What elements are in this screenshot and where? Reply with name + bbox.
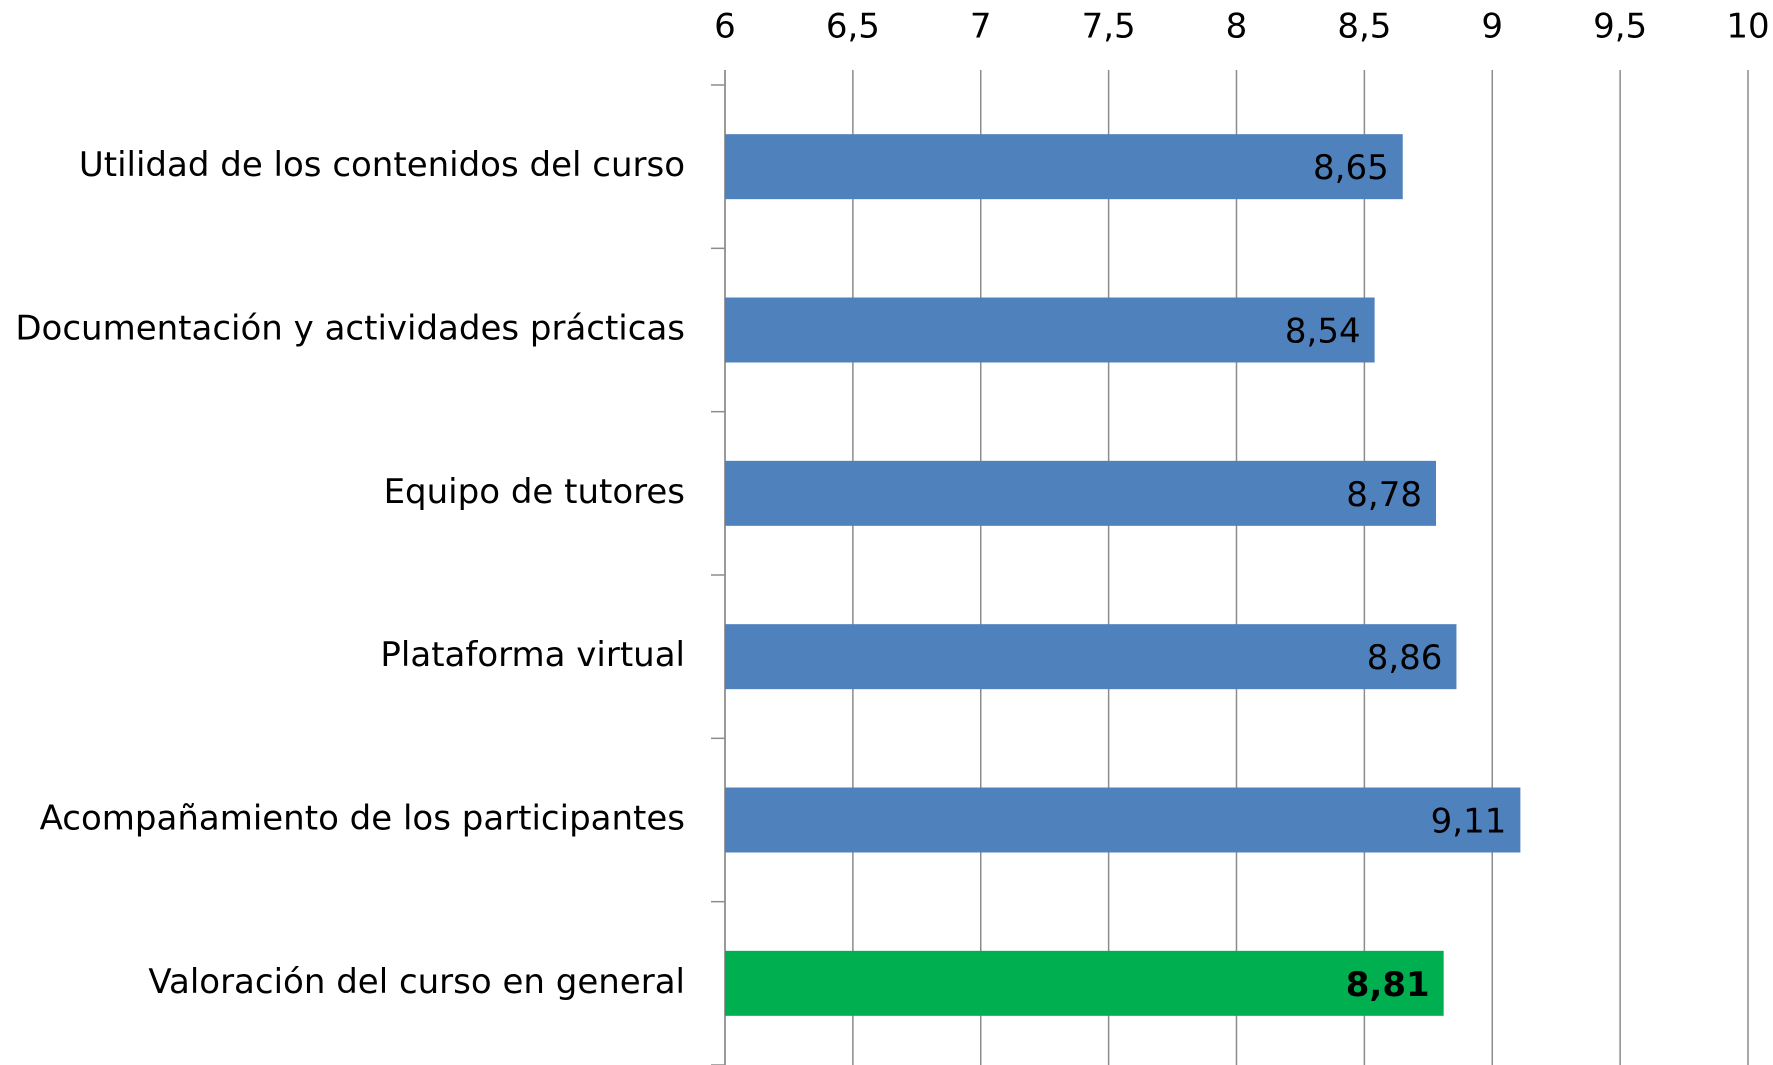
value-label: 8,86	[1367, 638, 1443, 678]
x-tick-label: 9	[1481, 7, 1503, 47]
x-tick-label: 8	[1226, 7, 1248, 47]
value-label: 8,54	[1285, 312, 1361, 352]
category-label: Acompañamiento de los participantes	[40, 799, 685, 839]
x-tick-label: 6,5	[826, 7, 880, 47]
value-label: 8,81	[1346, 965, 1430, 1005]
bar	[725, 297, 1375, 363]
bar	[725, 950, 1444, 1016]
x-tick-label: 7,5	[1082, 7, 1136, 47]
x-tick-label: 10	[1726, 7, 1769, 47]
x-tick-label: 6	[714, 7, 736, 47]
bar	[725, 134, 1403, 200]
category-label: Plataforma virtual	[380, 635, 685, 675]
category-label: Documentación y actividades prácticas	[15, 309, 685, 349]
category-label: Valoración del curso en general	[148, 962, 685, 1002]
x-tick-label: 8,5	[1337, 7, 1391, 47]
bar	[725, 460, 1436, 526]
value-label: 9,11	[1431, 802, 1507, 842]
x-tick-label: 9,5	[1593, 7, 1647, 47]
category-label: Equipo de tutores	[384, 472, 685, 512]
value-label: 8,78	[1346, 475, 1422, 515]
value-label: 8,65	[1313, 148, 1389, 188]
bar	[725, 624, 1457, 690]
bar	[725, 787, 1521, 853]
x-tick-label: 7	[970, 7, 992, 47]
category-label: Utilidad de los contenidos del curso	[79, 145, 685, 185]
